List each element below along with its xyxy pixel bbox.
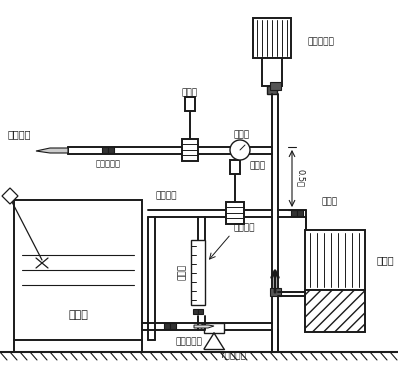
Polygon shape xyxy=(36,148,68,153)
Bar xyxy=(305,230,365,290)
Bar xyxy=(182,139,198,161)
Bar xyxy=(193,309,198,314)
Text: 安全阀: 安全阀 xyxy=(249,161,265,170)
Bar xyxy=(108,147,114,153)
Text: Y型过滤器: Y型过滤器 xyxy=(219,350,246,359)
Bar xyxy=(291,210,297,216)
Bar xyxy=(198,309,203,314)
Bar xyxy=(170,323,176,329)
Bar xyxy=(204,323,224,333)
Bar xyxy=(191,240,205,305)
Bar xyxy=(262,58,282,86)
Bar xyxy=(267,86,277,94)
Bar xyxy=(14,200,142,340)
Text: 压力表: 压力表 xyxy=(234,131,250,140)
Bar xyxy=(253,18,291,58)
Bar xyxy=(164,323,170,329)
Text: 脉冲阻尼器: 脉冲阻尼器 xyxy=(307,38,334,46)
Text: 药液罐: 药液罐 xyxy=(68,310,88,320)
Bar xyxy=(270,82,281,90)
Polygon shape xyxy=(194,325,214,328)
Text: 标定柱: 标定柱 xyxy=(178,264,187,280)
Text: 0.5米: 0.5米 xyxy=(296,169,305,187)
Text: 背压阀: 背压阀 xyxy=(182,89,198,97)
Bar xyxy=(270,288,281,296)
Text: 球形截止阀: 球形截止阀 xyxy=(96,160,121,169)
Bar xyxy=(297,210,303,216)
Text: 排气阀: 排气阀 xyxy=(321,198,337,206)
Bar xyxy=(185,97,195,111)
Bar xyxy=(102,147,108,153)
Text: 泄压管路: 泄压管路 xyxy=(155,191,176,200)
Polygon shape xyxy=(2,188,18,204)
Bar xyxy=(230,160,240,174)
Text: 球形截止阀: 球形截止阀 xyxy=(175,337,202,346)
Bar xyxy=(226,202,244,224)
Text: 至加药点: 至加药点 xyxy=(8,129,31,139)
Text: 开度接头: 开度接头 xyxy=(233,224,254,232)
Circle shape xyxy=(230,140,250,160)
Text: 计量泵: 计量泵 xyxy=(377,255,395,265)
Bar xyxy=(305,290,365,332)
